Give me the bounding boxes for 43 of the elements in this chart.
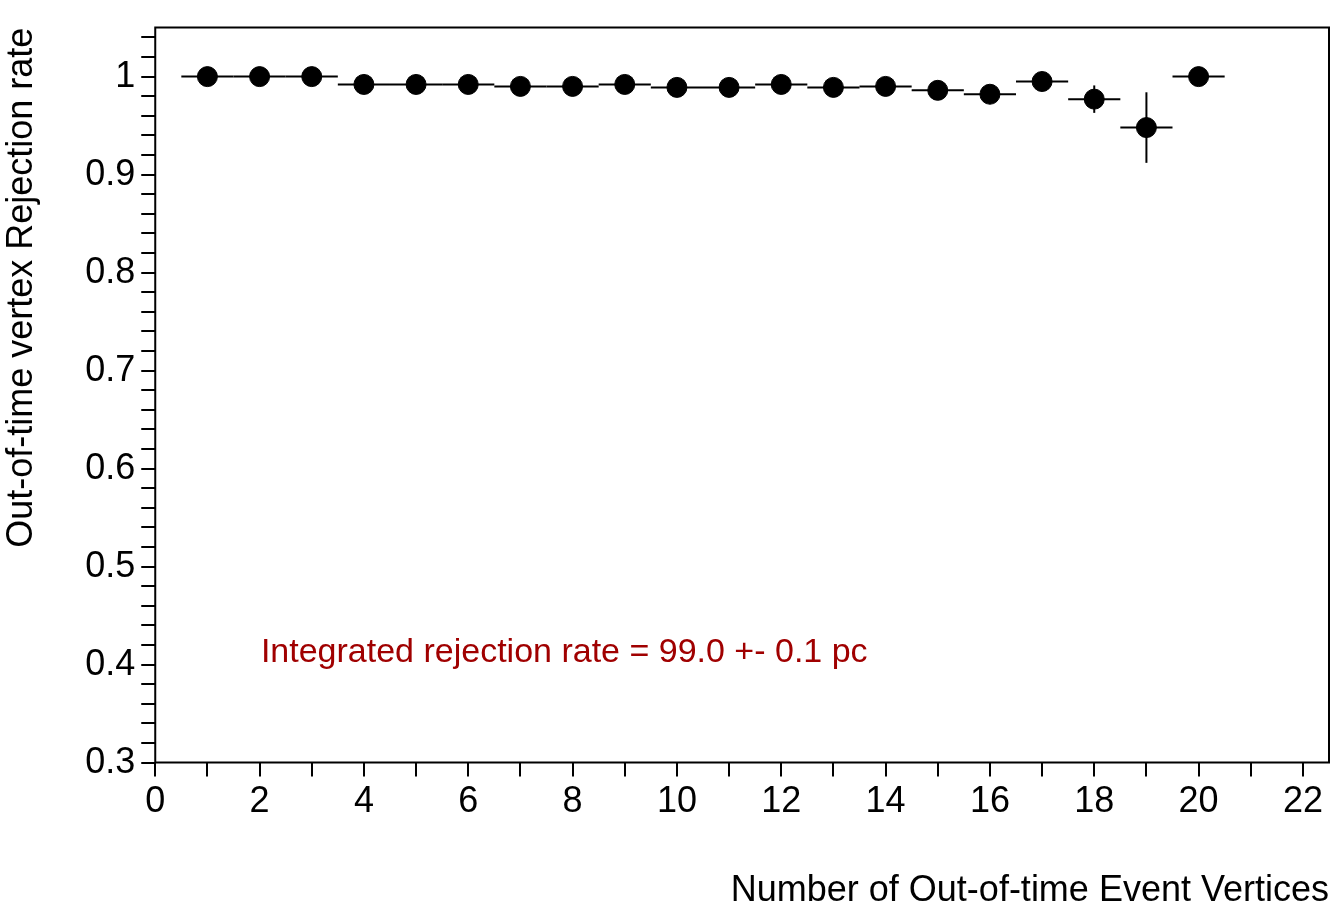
point bbox=[353, 73, 375, 95]
point bbox=[457, 73, 479, 95]
y-tick-label: 0.8 bbox=[85, 249, 136, 291]
point bbox=[875, 75, 897, 97]
y-axis-title: Out-of-time vertex Rejection rate bbox=[0, 27, 40, 548]
point bbox=[249, 66, 271, 88]
x-tick-label: 20 bbox=[1178, 779, 1219, 821]
point bbox=[666, 76, 688, 98]
point bbox=[979, 83, 1001, 105]
point bbox=[196, 66, 218, 88]
point bbox=[1083, 88, 1105, 110]
y-tick-label: 0.7 bbox=[85, 347, 136, 389]
x-axis-title: Number of Out-of-time Event Vertices bbox=[730, 868, 1329, 910]
x-tick-label: 0 bbox=[145, 779, 166, 821]
point bbox=[301, 66, 323, 88]
y-tick-label: 0.9 bbox=[85, 151, 136, 193]
point bbox=[718, 76, 740, 98]
x-tick-label: 10 bbox=[656, 779, 697, 821]
x-tick-label: 22 bbox=[1282, 779, 1323, 821]
x-tick-label: 6 bbox=[458, 779, 479, 821]
point bbox=[562, 75, 584, 97]
point bbox=[1135, 117, 1157, 139]
point bbox=[927, 79, 949, 101]
point bbox=[509, 75, 531, 97]
point bbox=[770, 73, 792, 95]
x-tick-label: 16 bbox=[969, 779, 1010, 821]
point bbox=[614, 73, 636, 95]
x-tick-label: 2 bbox=[249, 779, 270, 821]
point bbox=[405, 73, 427, 95]
y-tick-label: 0.5 bbox=[85, 543, 136, 585]
y-tick-label: 1 bbox=[115, 53, 136, 95]
x-tick-label: 8 bbox=[562, 779, 583, 821]
x-tick-label: 14 bbox=[865, 779, 906, 821]
point bbox=[1188, 66, 1210, 88]
x-tick-label: 4 bbox=[353, 779, 374, 821]
y-tick-label: 0.3 bbox=[85, 739, 136, 781]
y-tick-label: 0.6 bbox=[85, 445, 136, 487]
point bbox=[822, 76, 844, 98]
x-tick-label: 18 bbox=[1074, 779, 1115, 821]
x-tick-label: 12 bbox=[761, 779, 802, 821]
y-tick-label: 0.4 bbox=[85, 641, 136, 683]
annotation: Integrated rejection rate = 99.0 +- 0.1 pc bbox=[260, 630, 868, 669]
point bbox=[1031, 71, 1053, 92]
